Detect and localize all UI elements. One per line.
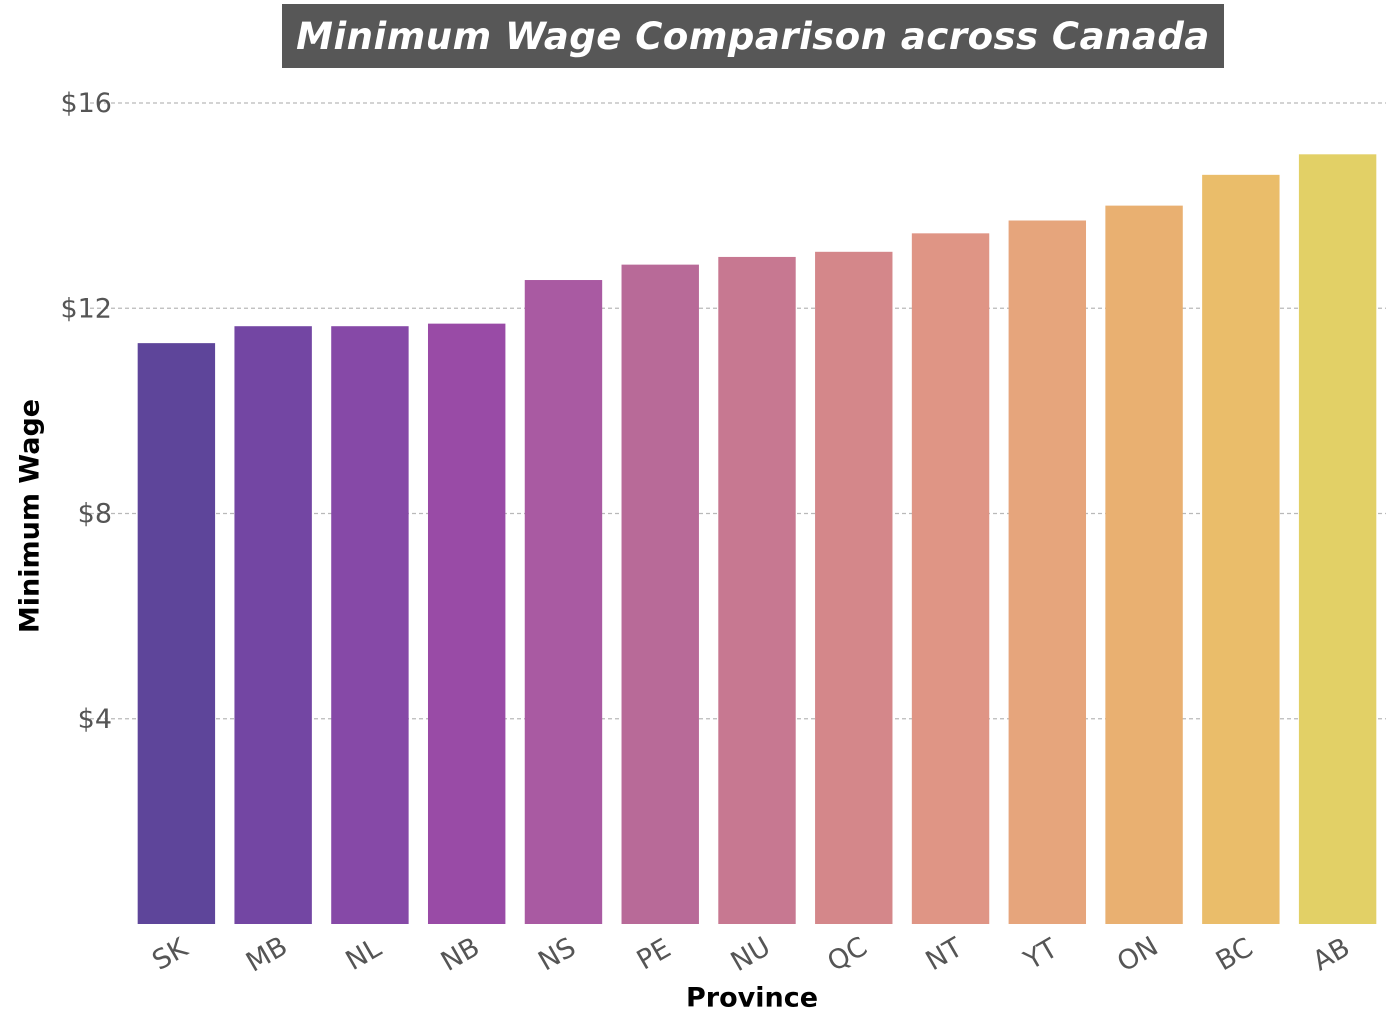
chart-title-box: Minimum Wage Comparison across Canada [282,4,1224,68]
bar-ns [524,280,603,924]
y-tick-label: $8 [78,499,112,530]
x-tick-label: QC [822,931,872,978]
chart-title: Minimum Wage Comparison across Canada [296,14,1210,58]
bar-mb [234,326,312,925]
x-tick-label: NL [341,932,387,976]
y-tick-label: $4 [78,704,112,735]
bar-on [1105,205,1183,924]
x-tick-label: YT [1018,933,1063,977]
y-tick-label: $16 [60,88,112,119]
x-tick-label: NS [533,932,581,978]
x-tick-label: NB [436,932,485,978]
bar-nl [331,326,409,925]
x-tick-label: AB [1308,932,1356,977]
bar-nt [911,233,990,925]
y-axis-label: Minimum Wage [14,398,46,634]
bar-yt [1008,220,1087,925]
bar-nb [427,323,506,924]
bar-nu [718,256,796,924]
x-axis-label: Province [685,982,819,1014]
bar-ab [1298,154,1377,924]
x-tick-label: ON [1112,931,1163,979]
x-tick-label: SK [147,932,194,977]
x-tick-label: NU [726,931,776,978]
bar-bc [1202,174,1280,924]
bar-sk [137,343,216,925]
bar-qc [815,251,893,924]
x-tick-label: PE [632,933,676,977]
x-tick-label: NT [921,932,969,977]
x-tick-label: BC [1211,932,1258,977]
bar-pe [621,264,699,924]
x-tick-label: MB [241,931,293,979]
y-tick-label: $12 [60,293,112,324]
